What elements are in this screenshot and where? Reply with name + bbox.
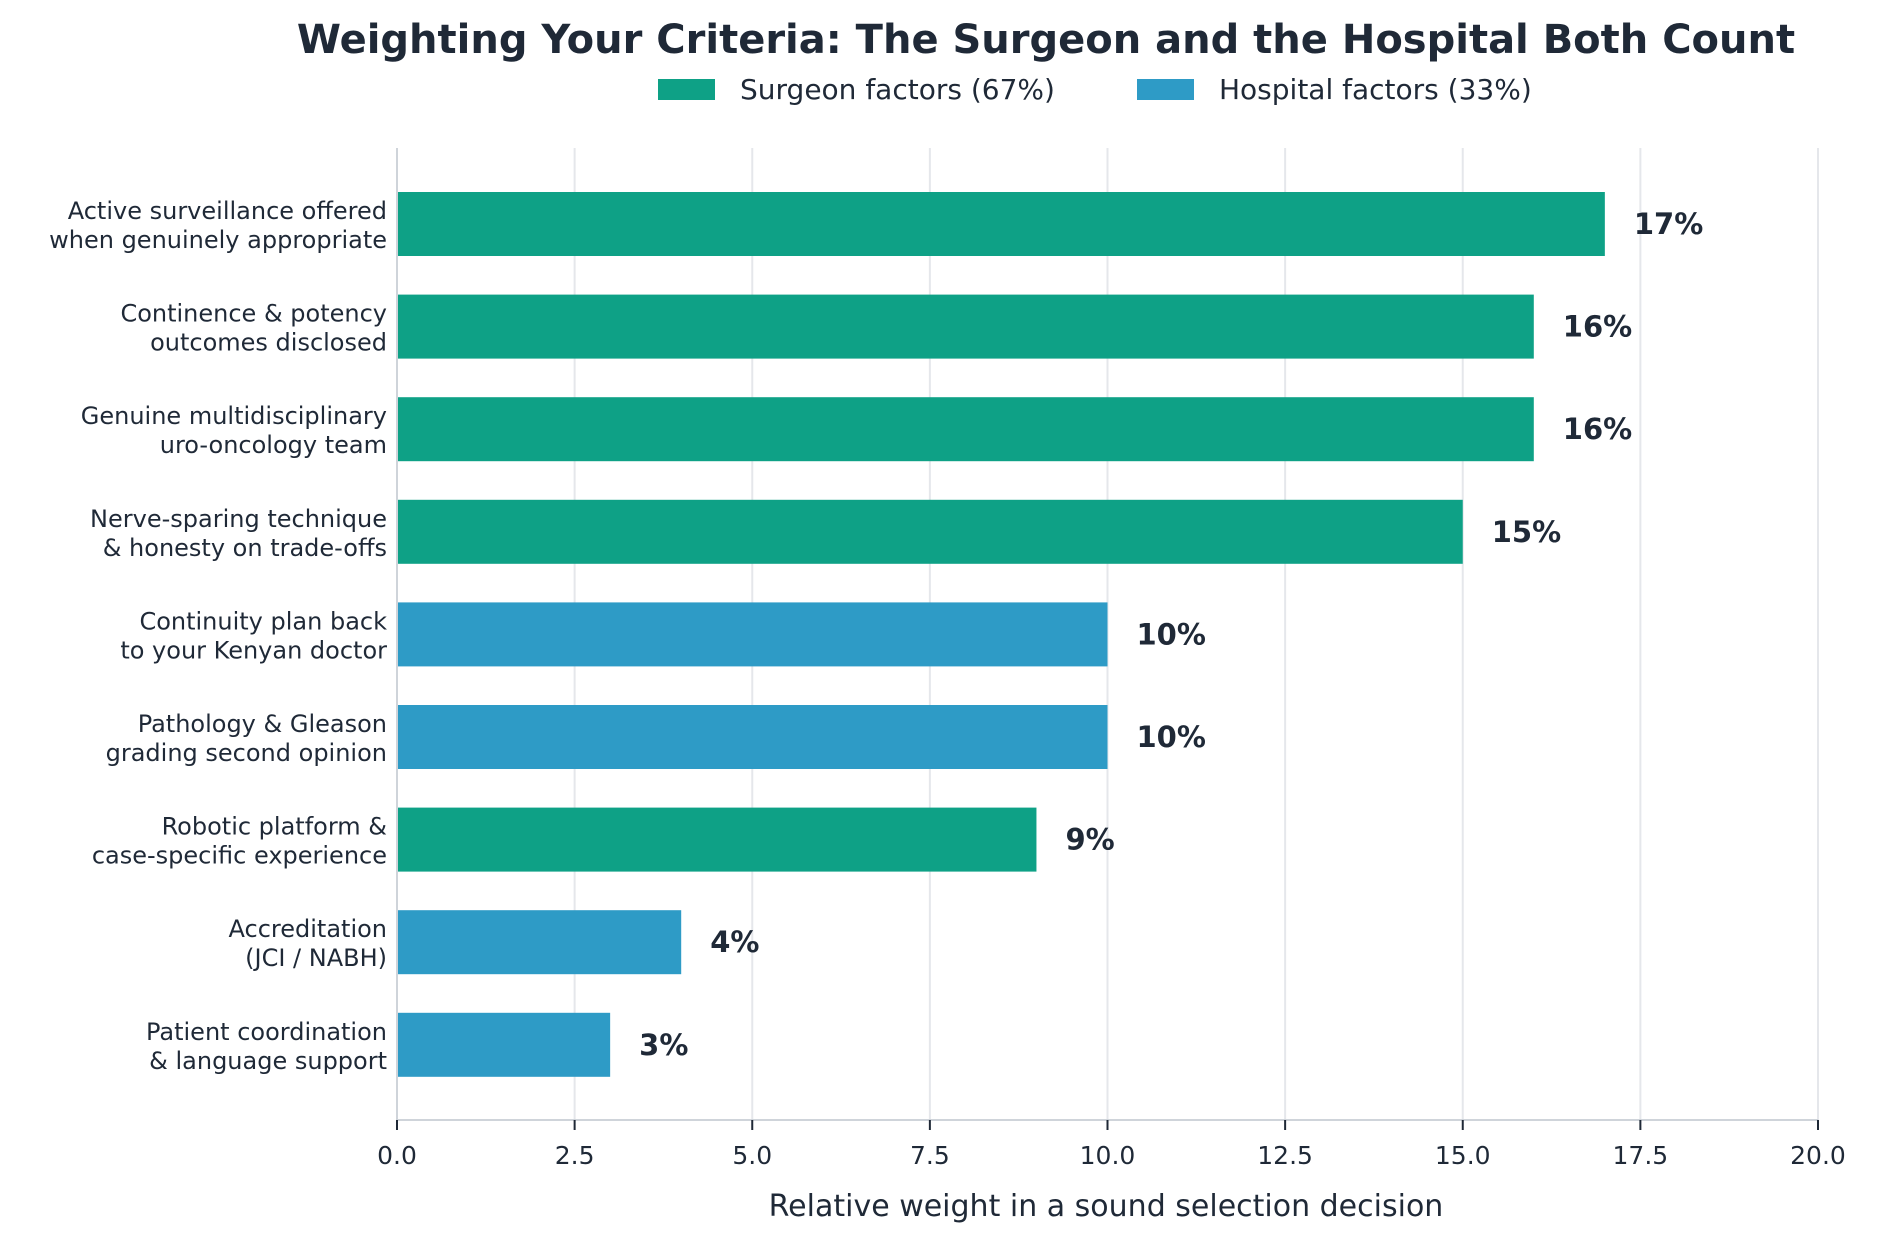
bar — [397, 499, 1463, 564]
bar — [397, 705, 1108, 769]
data-label: 17% — [1634, 207, 1703, 241]
x-tick-label: 17.5 — [1613, 1141, 1669, 1170]
bar — [397, 192, 1605, 256]
category-label: Patient coordination & language support — [146, 1018, 387, 1075]
x-tick-label: 0.0 — [377, 1141, 417, 1170]
category-label: Pathology & Gleason grading second opinio… — [106, 710, 387, 767]
category-label: Accreditation (JCI / NABH) — [229, 915, 387, 972]
data-label: 4% — [710, 925, 759, 959]
category-label: Continence & potency outcomes disclosed — [120, 300, 387, 357]
data-label: 15% — [1492, 515, 1561, 549]
data-label: 9% — [1065, 823, 1114, 857]
bar — [397, 294, 1534, 359]
x-tick-label: 15.0 — [1435, 1141, 1491, 1170]
data-label: 10% — [1137, 720, 1206, 754]
category-label: Nerve-sparing technique & honesty on trad… — [90, 505, 387, 562]
category-label: Continuity plan back to your Kenyan docto… — [120, 607, 387, 664]
bar — [397, 910, 682, 975]
data-label: 3% — [639, 1028, 688, 1062]
bars: 17% 16% 16% 15% 10% 10% 9% 4% 3% — [397, 192, 1703, 1077]
x-tick-label: 7.5 — [910, 1141, 950, 1170]
chart-title: Weighting Your Criteria: The Surgeon and… — [297, 17, 1795, 63]
data-label: 16% — [1563, 310, 1632, 344]
category-labels: Active surveillance offered when genuinel… — [49, 197, 387, 1075]
data-label: 16% — [1563, 412, 1632, 446]
x-tick-label: 5.0 — [732, 1141, 772, 1170]
bar — [397, 1012, 611, 1077]
x-tick-label: 12.5 — [1257, 1141, 1313, 1170]
legend-entry: Surgeon factors (67%) — [740, 73, 1055, 106]
bar — [397, 807, 1037, 872]
x-axis-label: Relative weight in a sound selection dec… — [769, 1189, 1444, 1224]
x-tick-label: 10.0 — [1080, 1141, 1136, 1170]
category-label: Active surveillance offered when genuinel… — [49, 197, 387, 254]
data-label: 10% — [1137, 617, 1206, 651]
legend: Surgeon factors (67%) Hospital factors (3… — [658, 73, 1532, 106]
x-axis: 0.0 2.5 5.0 7.5 10.0 12.5 15.0 17.5 20.0 — [377, 148, 1846, 1170]
bar — [397, 602, 1108, 667]
category-label: Genuine multidisciplinary uro-oncology te… — [81, 402, 387, 459]
legend-entry: Hospital factors (33%) — [1219, 73, 1532, 106]
x-tick-label: 20.0 — [1790, 1141, 1846, 1170]
x-tick-label: 2.5 — [555, 1141, 595, 1170]
legend-swatch — [1137, 79, 1194, 100]
category-label: Robotic platform & case-specific experien… — [92, 813, 387, 870]
legend-swatch — [658, 79, 715, 100]
bar — [397, 397, 1534, 462]
